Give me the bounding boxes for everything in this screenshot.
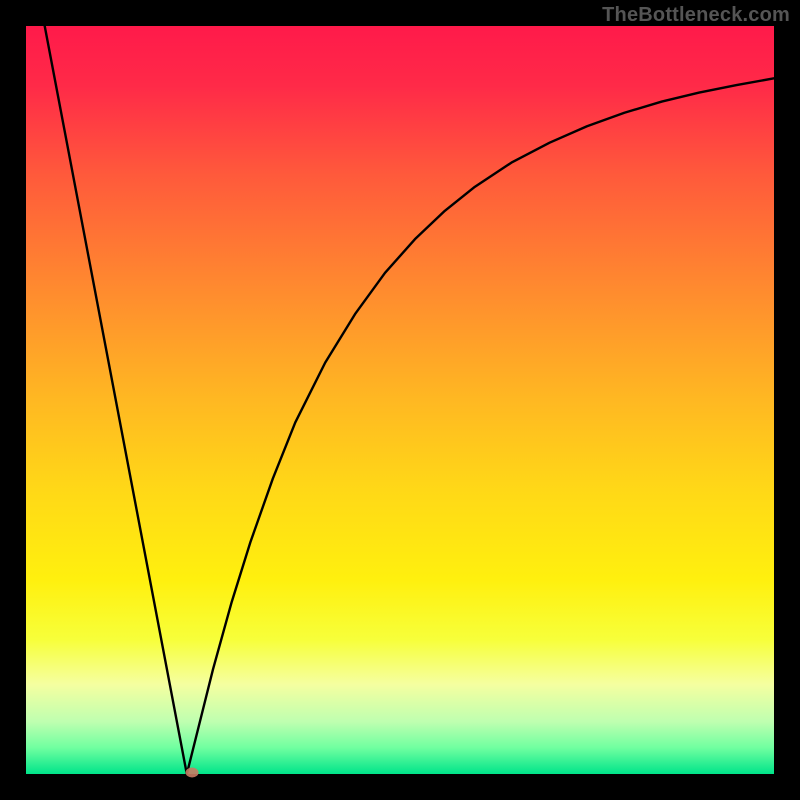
watermark-text: TheBottleneck.com bbox=[602, 4, 790, 27]
optimal-point-marker bbox=[186, 768, 199, 778]
plot-background bbox=[26, 26, 774, 774]
bottleneck-chart bbox=[0, 0, 800, 800]
